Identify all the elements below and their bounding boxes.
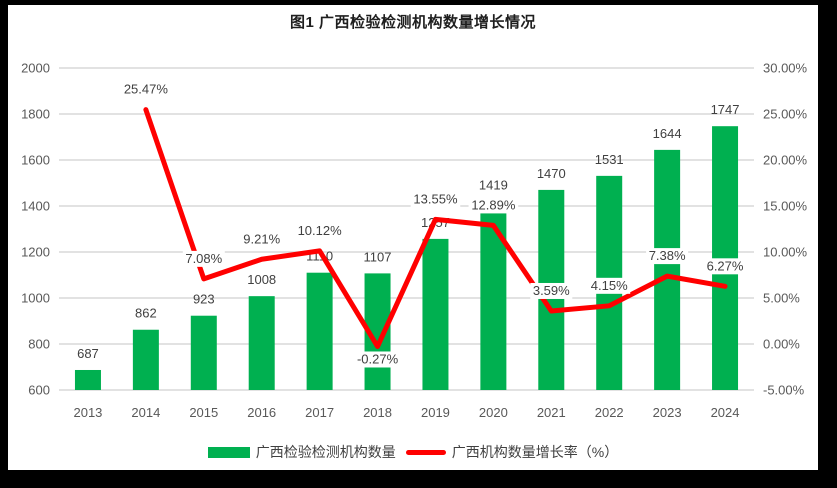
bar-value-label: 1107: [364, 249, 392, 264]
line-value-label: 7.08%: [185, 251, 222, 266]
line-label-background: [646, 248, 689, 265]
line-label-background: [121, 81, 171, 98]
line-label-background: [410, 191, 461, 208]
bar: [190, 315, 217, 390]
bar: [712, 126, 739, 390]
right-axis-tick-label: 25.00%: [763, 107, 808, 122]
line-value-label: 10.12%: [298, 223, 343, 238]
bar: [248, 296, 275, 390]
line-label-background: [240, 231, 283, 248]
bar-value-label: 1747: [711, 102, 740, 117]
left-axis-tick-label: 2000: [21, 61, 50, 76]
left-axis-tick-label: 1600: [21, 153, 50, 168]
x-axis-label: 2020: [479, 405, 508, 420]
bar: [422, 238, 449, 390]
legend-item-institution-count: 广西检验检测机构数量: [207, 442, 396, 462]
left-axis-tick-label: 600: [28, 383, 50, 398]
bar: [306, 272, 333, 390]
x-axis-label: 2013: [73, 405, 102, 420]
line-label-background: [530, 282, 573, 299]
x-axis-label: 2022: [595, 405, 624, 420]
line-label-background: [352, 351, 403, 368]
x-axis-label: 2019: [421, 405, 450, 420]
left-axis-tick-label: 800: [28, 337, 50, 352]
right-axis-tick-label: 30.00%: [763, 61, 808, 76]
bar-value-label: 1644: [653, 126, 682, 141]
right-axis-tick-label: 0.00%: [763, 337, 800, 352]
line-label-background: [588, 277, 631, 294]
line-value-label: 25.47%: [124, 82, 169, 97]
left-axis-tick-label: 1200: [21, 245, 50, 260]
x-axis-label: 2015: [189, 405, 218, 420]
line-label-background: [468, 197, 519, 214]
x-axis-label: 2023: [653, 405, 682, 420]
bar: [74, 369, 101, 390]
right-axis-tick-label: 20.00%: [763, 153, 808, 168]
line-series-swatch: [405, 449, 446, 455]
legend-label-line: 广西机构数量增长率（%）: [451, 444, 619, 460]
line-value-label: 9.21%: [243, 231, 280, 246]
line-value-label: -0.27%: [357, 351, 399, 366]
x-axis-label: 2018: [363, 405, 392, 420]
combo-chart: 600 800 1000 1200 1400 1600 1800 2000 -5.00% 0.00…: [21, 61, 808, 421]
bar-value-label: 862: [135, 306, 157, 321]
right-axis-tick-label: 5.00%: [763, 291, 800, 306]
bar-value-label: 687: [77, 346, 99, 361]
bar: [480, 201, 507, 390]
bar-value-label: 1470: [537, 166, 566, 181]
bar-value-label: 1008: [247, 272, 276, 287]
right-axis-tick-label: 15.00%: [763, 199, 808, 214]
line-value-label: 13.55%: [413, 191, 458, 206]
x-axis-label: 2021: [537, 405, 566, 420]
bar-value-label: 1531: [595, 152, 624, 167]
x-axis-label: 2024: [711, 405, 740, 420]
x-axis-label: 2017: [305, 405, 334, 420]
line-label-background: [704, 258, 747, 275]
line-label-background: [294, 222, 345, 239]
x-axis-label: 2014: [131, 405, 160, 420]
bar: [654, 149, 681, 390]
chart-frame: 图1 广西检验检测机构数量增长情况 600 800 1000 1200 1400 1600…: [8, 5, 818, 470]
line-value-label: 4.15%: [591, 278, 628, 293]
legend: 广西检验检测机构数量 广西机构数量增长率（%）: [8, 442, 818, 462]
left-axis-tick-label: 1800: [21, 107, 50, 122]
legend-label-bars: 广西检验检测机构数量: [255, 444, 396, 460]
x-axis-label: 2016: [247, 405, 276, 420]
line-value-label: 12.89%: [471, 197, 516, 212]
growth-rate-line: [143, 107, 728, 349]
bar-series-swatch: [207, 446, 250, 458]
chart-title: 图1 广西检验检测机构数量增长情况: [289, 14, 536, 31]
line-value-label: 6.27%: [707, 258, 744, 273]
line-label-background: [182, 250, 225, 267]
left-axis-tick-label: 1400: [21, 199, 50, 214]
legend-item-growth-rate: 广西机构数量增长率（%）: [405, 442, 619, 462]
bar-value-label: 923: [193, 292, 215, 307]
right-axis-tick-label: -5.00%: [763, 383, 805, 398]
bar: [132, 329, 159, 390]
left-axis-tick-label: 1000: [21, 291, 50, 306]
line-value-label: 3.59%: [533, 283, 570, 298]
right-axis-tick-label: 10.00%: [763, 245, 808, 260]
bar-value-label: 1419: [479, 178, 508, 193]
line-value-label: 7.38%: [649, 248, 686, 263]
